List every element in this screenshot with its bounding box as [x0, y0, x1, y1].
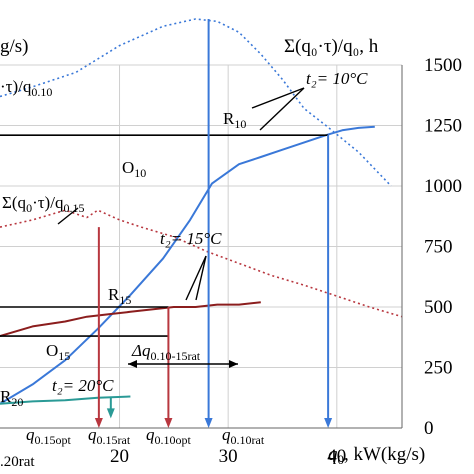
vline-arrow-4	[106, 408, 115, 419]
series-layer	[0, 18, 403, 405]
axes: 0 250 500 750 1000 1250 1500 20 30 40	[0, 55, 462, 467]
series-line-2	[0, 125, 375, 405]
x-tick-label-20: 20	[110, 446, 129, 467]
y-tick-label-0: 0	[424, 418, 434, 439]
y-tick-label-1500: 1500	[424, 55, 462, 76]
y-tick-label-750: 750	[424, 237, 453, 258]
label-q-0.20rat: .20rat	[0, 454, 35, 470]
y-tick-label-1250: 1250	[424, 116, 462, 137]
y-axis-label-left-fragment: g/s)	[0, 36, 29, 57]
y-tick-label-250: 250	[424, 358, 453, 379]
reference-lines	[0, 19, 333, 428]
series-line-4	[0, 395, 131, 405]
point-R20: R20	[0, 387, 23, 409]
label-q-0.15opt: q0.15opt	[26, 425, 72, 447]
vline-arrow-3	[324, 418, 333, 428]
series-line-0	[0, 18, 392, 187]
vline-arrow-1	[164, 418, 173, 428]
y-tick-label-1000: 1000	[424, 176, 462, 197]
x-tick-label-40: 40	[327, 446, 346, 467]
x-tick-label-30: 30	[219, 446, 238, 467]
series-line-1	[0, 209, 403, 318]
x-axis-label: q0, kW(kg/s)	[328, 444, 425, 467]
delta-q-arrow	[128, 360, 238, 368]
point-O15: O15	[46, 341, 70, 363]
series-line-3	[0, 301, 261, 337]
annotation-t2-20: t₂= 20°C	[52, 376, 114, 395]
series-label-0.10: ·τ)/q0.10	[0, 77, 52, 99]
label-q-0.15rat: q0.15rat	[88, 425, 131, 447]
y-tick-label-500: 500	[424, 297, 453, 318]
point-O10: O10	[122, 158, 146, 180]
label-q-0.10rat: q0.10rat	[222, 425, 265, 447]
series-label-0.15: Σ(q0·τ)/q0.15	[2, 193, 84, 215]
delta-q-label: Δq0.10-15rat	[131, 341, 201, 363]
label-q-0.10opt: q0.10opt	[146, 425, 192, 447]
point-R15: R15	[108, 285, 131, 307]
annotation-t2-15: t₂= 15°C	[160, 229, 222, 248]
vline-arrow-2	[204, 418, 213, 428]
vline-arrow-0	[94, 418, 103, 428]
y-axis-label-right: Σ(q₀·τ)/q₀, h	[284, 36, 379, 57]
leader-lines	[57, 87, 305, 301]
point-R10: R10	[223, 109, 246, 131]
annotation-t2-10: t₂= 10°C	[306, 69, 368, 88]
